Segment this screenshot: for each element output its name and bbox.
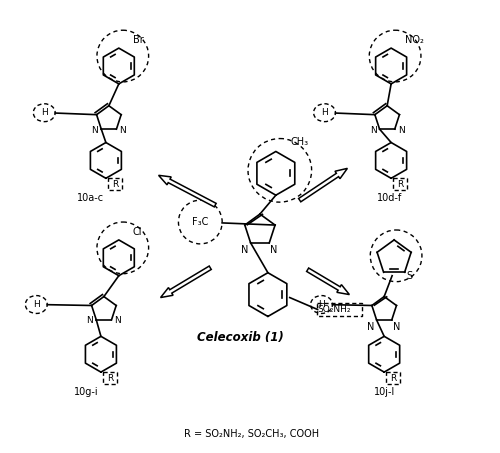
Text: R = SO₂NH₂, SO₂CH₃, COOH: R = SO₂NH₂, SO₂CH₃, COOH xyxy=(184,429,320,439)
Bar xyxy=(108,178,122,190)
Text: N: N xyxy=(370,125,376,135)
Text: 10d-f: 10d-f xyxy=(376,193,402,203)
Polygon shape xyxy=(298,169,348,202)
Text: R: R xyxy=(106,374,113,383)
Text: N: N xyxy=(92,125,98,135)
Text: N: N xyxy=(86,317,94,325)
Text: Cl: Cl xyxy=(132,227,142,237)
Polygon shape xyxy=(158,175,216,207)
Text: H: H xyxy=(321,108,328,117)
Bar xyxy=(103,372,117,384)
Text: Celecoxib (1): Celecoxib (1) xyxy=(196,331,284,344)
Polygon shape xyxy=(160,266,212,298)
Text: NO₂: NO₂ xyxy=(405,35,424,45)
Text: F₃C: F₃C xyxy=(192,217,208,227)
Polygon shape xyxy=(306,268,350,294)
Text: CH₃: CH₃ xyxy=(290,136,309,146)
Text: R: R xyxy=(112,180,118,189)
Bar xyxy=(316,303,362,317)
Text: N: N xyxy=(120,125,126,135)
Text: N: N xyxy=(367,322,374,332)
Text: 10a-c: 10a-c xyxy=(78,193,104,203)
Text: H: H xyxy=(33,300,40,309)
Text: H: H xyxy=(41,108,48,117)
Text: R: R xyxy=(397,180,403,189)
Text: N: N xyxy=(114,317,121,325)
Text: R: R xyxy=(390,374,396,383)
Text: H: H xyxy=(318,300,325,309)
Text: N: N xyxy=(241,245,248,255)
Text: SO₂NH₂: SO₂NH₂ xyxy=(318,305,351,314)
Bar xyxy=(386,372,400,384)
Bar xyxy=(393,178,407,190)
Text: S: S xyxy=(406,271,412,281)
Text: N: N xyxy=(270,245,278,255)
Text: Br: Br xyxy=(132,35,143,45)
Text: N: N xyxy=(393,322,400,332)
Text: 10j-l: 10j-l xyxy=(374,387,395,397)
Text: N: N xyxy=(398,125,404,135)
Text: 10g-i: 10g-i xyxy=(74,387,98,397)
